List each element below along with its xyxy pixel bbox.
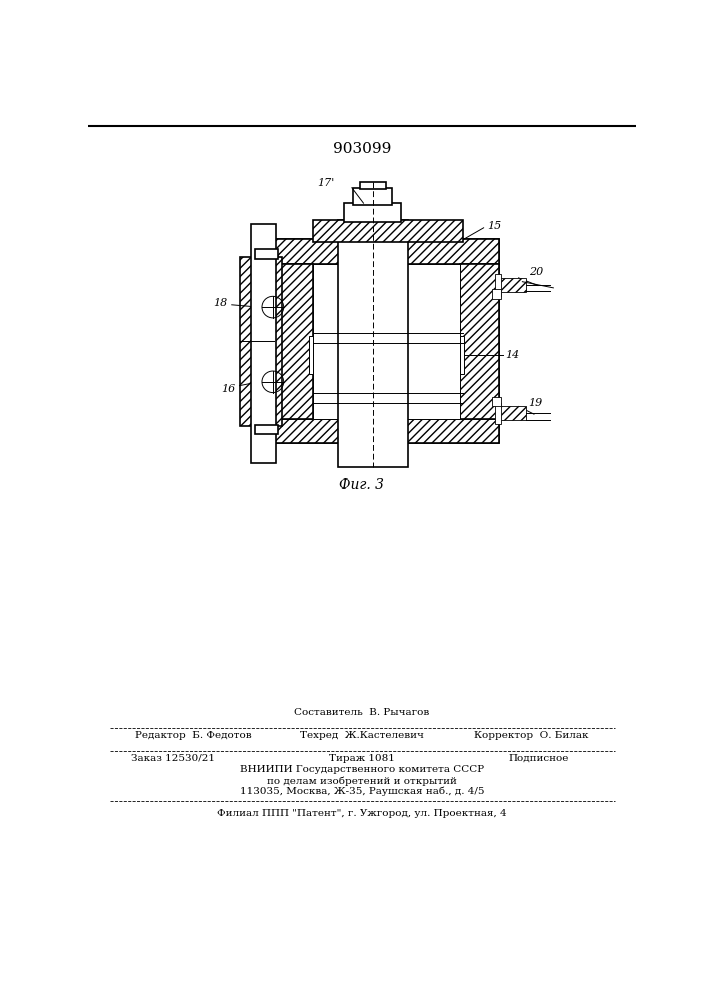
- Text: 15: 15: [488, 221, 502, 231]
- Bar: [274, 264, 313, 419]
- Bar: [492, 289, 501, 299]
- Text: Фиг. 3: Фиг. 3: [339, 478, 385, 492]
- Bar: [495, 403, 501, 424]
- Text: Подписное: Подписное: [508, 754, 569, 763]
- Bar: [460, 264, 499, 419]
- Text: 17': 17': [317, 178, 335, 188]
- Bar: [495, 274, 501, 296]
- Bar: [274, 419, 499, 443]
- Text: Филиал ППП "Патент", г. Ужгород, ул. Проектная, 4: Филиал ППП "Патент", г. Ужгород, ул. Про…: [217, 809, 507, 818]
- Bar: [338, 220, 408, 466]
- Text: 18: 18: [214, 298, 228, 308]
- Bar: [240, 257, 282, 426]
- Text: по делам изобретений и открытий: по делам изобретений и открытий: [267, 776, 457, 786]
- Text: 19: 19: [529, 398, 543, 408]
- Bar: [499, 406, 526, 420]
- Text: ВНИИПИ Государственного комитета СССР: ВНИИПИ Государственного комитета СССР: [240, 765, 484, 774]
- Bar: [309, 336, 313, 374]
- Bar: [255, 425, 279, 434]
- Text: 113035, Москва, Ж-35, Раушская наб., д. 4/5: 113035, Москва, Ж-35, Раушская наб., д. …: [240, 787, 484, 796]
- Bar: [274, 239, 499, 264]
- Text: Техред  Ж.Кастелевич: Техред Ж.Кастелевич: [300, 731, 424, 740]
- Text: Тираж 1081: Тираж 1081: [329, 754, 395, 763]
- Bar: [313, 220, 464, 242]
- Bar: [360, 182, 386, 189]
- Bar: [274, 239, 499, 443]
- Bar: [313, 264, 460, 419]
- Text: Заказ 12530/21: Заказ 12530/21: [131, 754, 215, 763]
- Bar: [460, 336, 464, 374]
- Bar: [255, 249, 279, 259]
- Text: 20: 20: [529, 267, 543, 277]
- Bar: [344, 203, 402, 222]
- Text: 16: 16: [221, 384, 235, 394]
- Text: Составитель  В. Рычагов: Составитель В. Рычагов: [294, 708, 430, 717]
- Text: Корректор  О. Билак: Корректор О. Билак: [474, 731, 588, 740]
- Bar: [499, 278, 526, 292]
- Bar: [492, 397, 501, 406]
- Text: 14: 14: [506, 350, 520, 360]
- Bar: [354, 188, 392, 205]
- Text: 903099: 903099: [333, 142, 391, 156]
- Bar: [251, 224, 276, 463]
- Text: Редактор  Б. Федотов: Редактор Б. Федотов: [135, 731, 252, 740]
